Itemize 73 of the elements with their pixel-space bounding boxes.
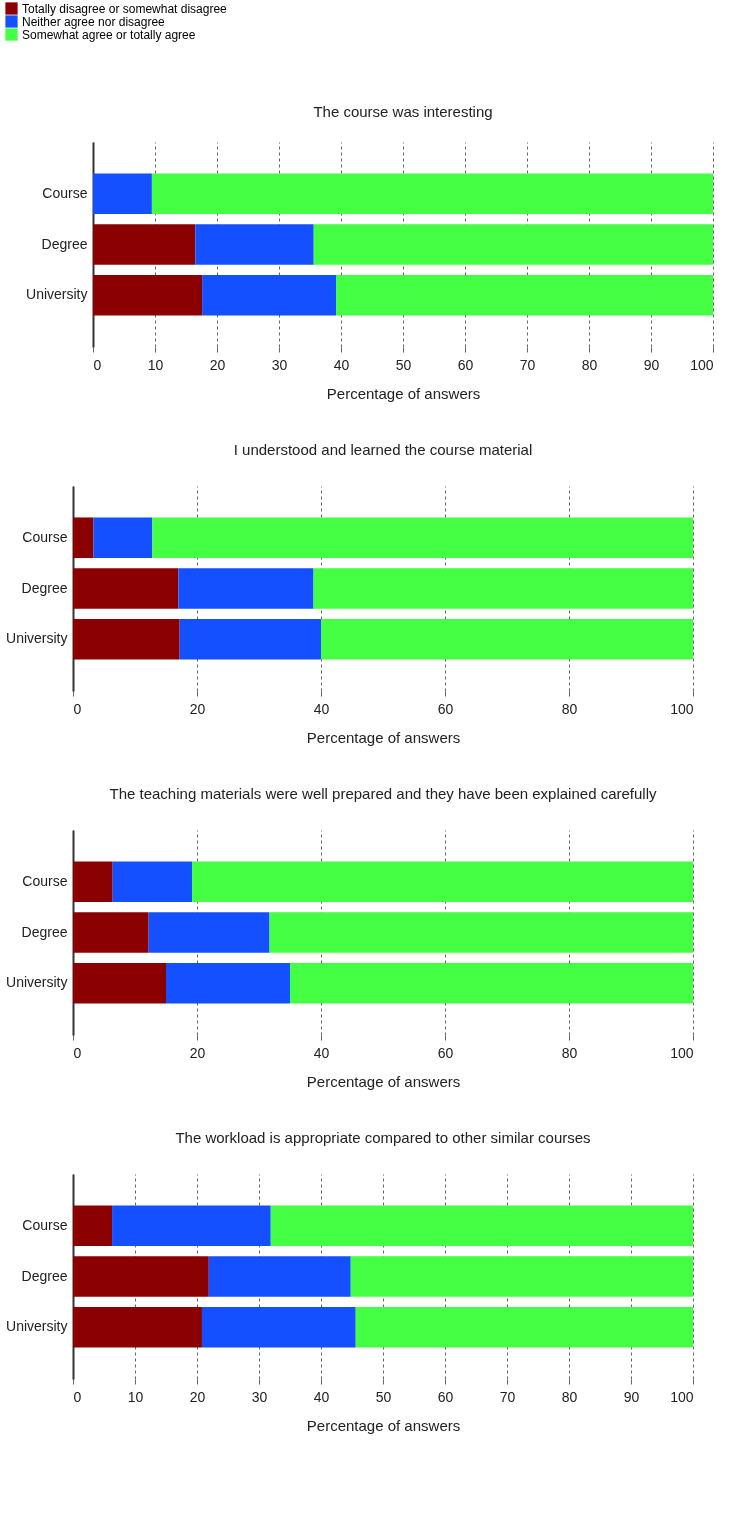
x-tick-label: 0 bbox=[73, 1388, 82, 1405]
x-tick-label: 100 bbox=[690, 356, 714, 373]
x-tick-label: 30 bbox=[251, 1388, 268, 1405]
x-tick-label: 100 bbox=[670, 1388, 694, 1405]
x-tick-label: 20 bbox=[189, 700, 206, 717]
bar bbox=[201, 1306, 356, 1348]
bar bbox=[355, 1306, 693, 1348]
bar bbox=[151, 173, 713, 215]
x-axis-title: Percentage of answers bbox=[306, 1416, 461, 1434]
x-tick-label: 80 bbox=[561, 1044, 578, 1061]
x-tick-label: 40 bbox=[313, 1044, 330, 1061]
y-tick-label: University bbox=[6, 1318, 68, 1335]
x-tick-label: 100 bbox=[670, 700, 694, 717]
x-tick-label: 60 bbox=[437, 700, 454, 717]
x-tick-label: 40 bbox=[313, 700, 330, 717]
x-axis-title: Percentage of answers bbox=[306, 1072, 461, 1090]
bar bbox=[208, 1256, 351, 1297]
x-tick-label: 90 bbox=[623, 1388, 640, 1405]
chart-title: The course was interesting bbox=[313, 103, 493, 120]
x-tick-label: 80 bbox=[561, 1388, 578, 1405]
legend-label: Totally disagree or somewhat disagree bbox=[22, 1, 228, 16]
y-tick-label: Course bbox=[42, 184, 88, 201]
y-tick-label: Course bbox=[22, 528, 68, 545]
bar bbox=[93, 274, 203, 316]
x-tick-label: 30 bbox=[271, 356, 288, 373]
x-tick-label: 10 bbox=[127, 1388, 144, 1405]
bar bbox=[93, 173, 152, 215]
x-tick-label: 80 bbox=[581, 356, 598, 373]
x-tick-label: 0 bbox=[73, 1044, 82, 1061]
y-tick-label: University bbox=[26, 286, 88, 303]
bar bbox=[336, 274, 713, 316]
x-tick-label: 40 bbox=[313, 1388, 330, 1405]
x-tick-label: 70 bbox=[519, 356, 536, 373]
bar bbox=[202, 274, 337, 316]
bar bbox=[93, 224, 196, 265]
chart-title: The workload is appropriate compared to other similar courses bbox=[175, 1129, 591, 1146]
y-tick-label: Degree bbox=[21, 1267, 68, 1284]
x-tick-label: 40 bbox=[333, 356, 350, 373]
bar bbox=[313, 224, 713, 265]
bar bbox=[73, 1256, 209, 1297]
chart-title: I understood and learned the course material bbox=[233, 441, 533, 458]
bar bbox=[270, 1205, 693, 1247]
y-tick-label: Degree bbox=[41, 235, 88, 252]
x-axis-title: Percentage of answers bbox=[306, 728, 461, 746]
chart-title: The teaching materials were well prepared and they have been explained carefully bbox=[109, 785, 657, 802]
x-tick-label: 90 bbox=[643, 356, 660, 373]
bar bbox=[350, 1256, 693, 1297]
x-tick-label: 20 bbox=[189, 1388, 206, 1405]
x-tick-label: 10 bbox=[147, 356, 164, 373]
bar bbox=[112, 1205, 271, 1247]
x-tick-label: 100 bbox=[670, 1044, 694, 1061]
bar bbox=[73, 1306, 202, 1348]
x-tick-label: 20 bbox=[209, 356, 226, 373]
x-tick-label: 0 bbox=[93, 356, 102, 373]
x-tick-label: 60 bbox=[437, 1044, 454, 1061]
x-tick-label: 60 bbox=[437, 1388, 454, 1405]
x-axis-title: Percentage of answers bbox=[326, 384, 481, 402]
x-tick-label: 60 bbox=[457, 356, 474, 373]
y-tick-label: Course bbox=[22, 1216, 68, 1233]
y-tick-label: Degree bbox=[21, 923, 68, 940]
legend-label: Somewhat agree or totally agree bbox=[22, 27, 196, 42]
bar bbox=[73, 1205, 113, 1247]
x-tick-label: 50 bbox=[375, 1388, 392, 1405]
x-tick-label: 50 bbox=[395, 356, 412, 373]
x-tick-label: 0 bbox=[73, 700, 82, 717]
y-tick-label: University bbox=[6, 630, 68, 647]
y-tick-label: Course bbox=[22, 872, 68, 889]
x-tick-label: 70 bbox=[499, 1388, 516, 1405]
y-tick-label: University bbox=[6, 974, 68, 991]
y-tick-label: Degree bbox=[21, 579, 68, 596]
x-tick-label: 80 bbox=[561, 700, 578, 717]
x-tick-label: 20 bbox=[189, 1044, 206, 1061]
bar bbox=[195, 224, 314, 265]
